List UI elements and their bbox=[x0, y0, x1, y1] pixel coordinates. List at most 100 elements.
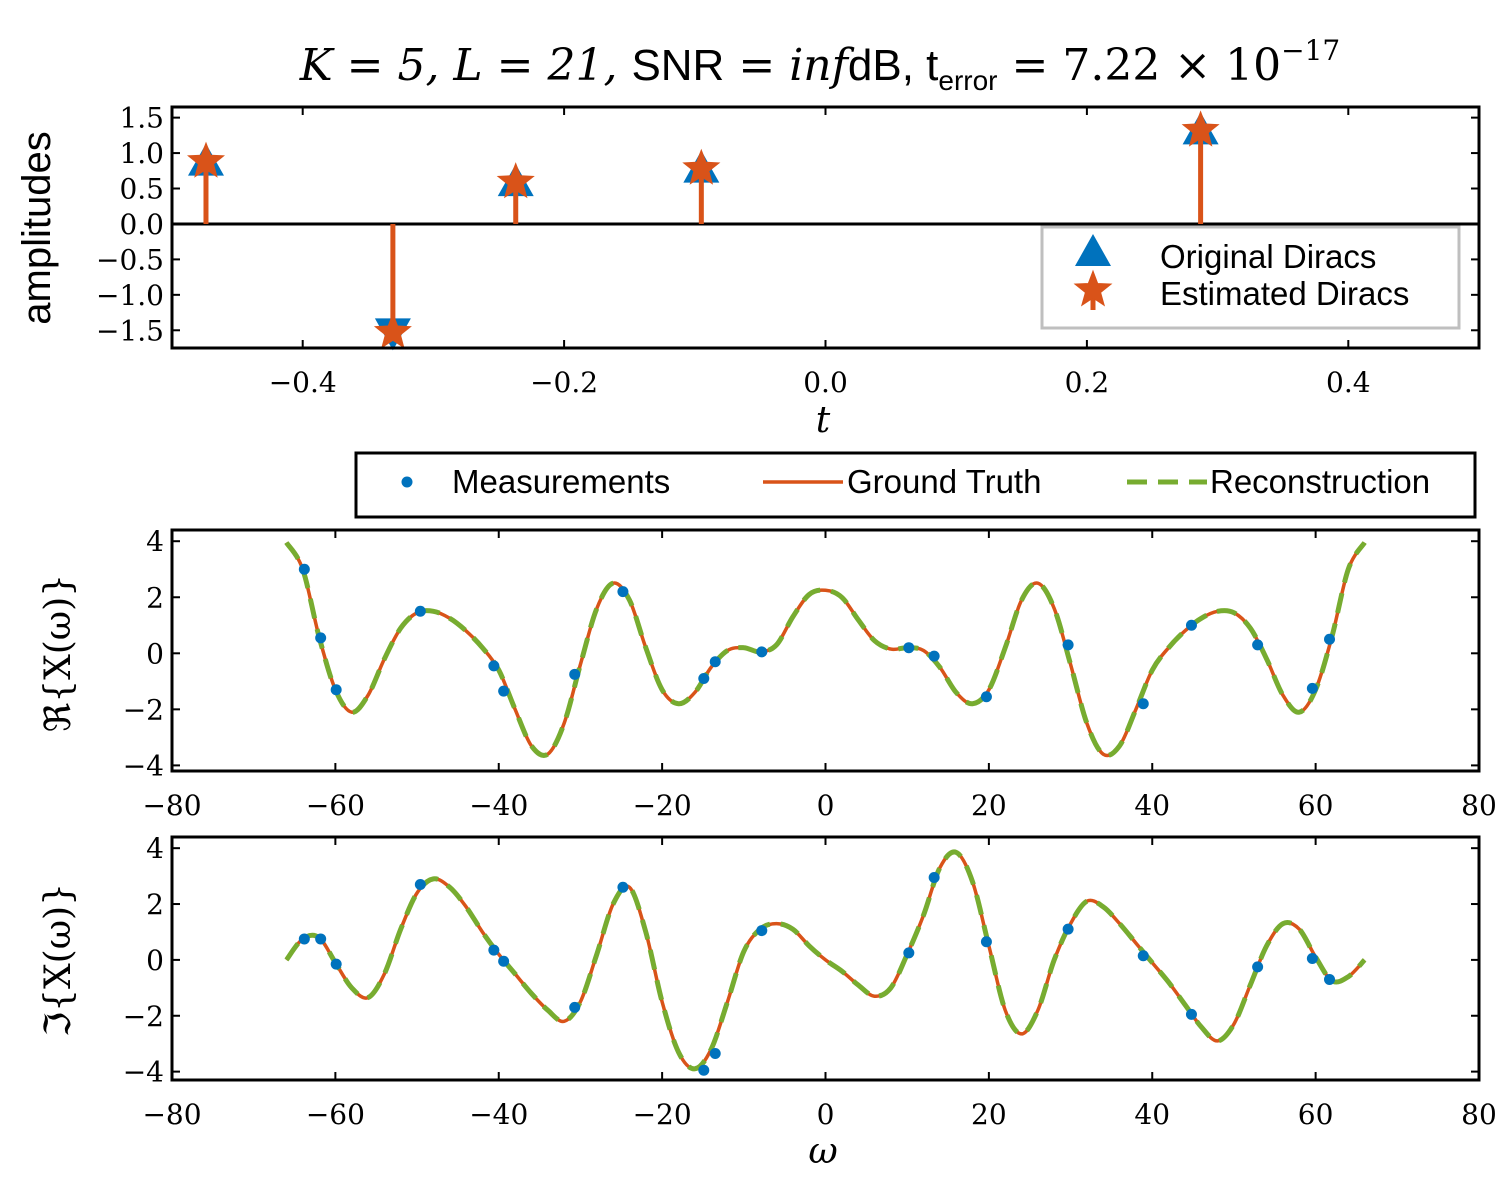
real-measurement-point bbox=[903, 642, 915, 654]
diracs-marks bbox=[172, 110, 1479, 351]
diracs-panel: −0.4 −0.2 0.0 0.2 0.41.51.00.50.0−0.5−1.0−1.… bbox=[15, 102, 1481, 441]
imag-measurement-point bbox=[617, 881, 629, 893]
imag-ytick-label: −4 bbox=[123, 1056, 164, 1089]
real-xtick-label: 40 bbox=[1134, 789, 1170, 822]
imag-measurement-point bbox=[1306, 953, 1318, 964]
diracs-xtick-label: 0.4 bbox=[1326, 366, 1371, 399]
real-measurement-point bbox=[330, 684, 342, 696]
imag-ytick-label: −2 bbox=[123, 1000, 164, 1033]
imag-ytick-label: 2 bbox=[146, 888, 164, 921]
imag-xtick-label: −40 bbox=[469, 1098, 528, 1131]
imag-measurement-point bbox=[298, 933, 310, 945]
legend-estimated-dirac-marker bbox=[1073, 269, 1113, 307]
imag-xtick-label: −80 bbox=[142, 1098, 201, 1131]
real-xtick-label: 20 bbox=[971, 789, 1007, 822]
diracs-ytick-label: −1.0 bbox=[96, 279, 164, 312]
real-axes-frame bbox=[170, 528, 1481, 773]
title-part-value: = 7.22 × 10 bbox=[998, 40, 1282, 91]
real-measurement-point bbox=[315, 632, 327, 644]
imag-measurement-point bbox=[1324, 973, 1336, 985]
real-xtick-label: 80 bbox=[1461, 789, 1497, 822]
diracs-ytick-label: 1.5 bbox=[119, 102, 164, 135]
real-measurement-point bbox=[569, 668, 581, 680]
signal-legend: Measurements Ground Truth Reconstruction bbox=[354, 451, 1477, 519]
imag-measurement-point bbox=[903, 947, 915, 959]
imag-measurement-point bbox=[1185, 1008, 1197, 1020]
diracs-ytick-label: −0.5 bbox=[96, 243, 164, 276]
diracs-xtick-label: −0.2 bbox=[530, 366, 598, 399]
legend-reconstruction-label: Reconstruction bbox=[1210, 463, 1430, 500]
real-marks bbox=[284, 541, 1367, 758]
real-ylabel: ℜ{X(ω)} bbox=[38, 574, 79, 732]
real-measurement-point bbox=[1324, 633, 1336, 645]
diracs-xtick-label: 0.0 bbox=[803, 366, 848, 399]
legend-measurements-label: Measurements bbox=[452, 463, 670, 500]
imag-measurement-point bbox=[488, 944, 500, 956]
imag-measurement-point bbox=[1062, 923, 1074, 935]
real-ground-truth-line bbox=[284, 541, 1367, 758]
diracs-xtick-label: 0.2 bbox=[1065, 366, 1110, 399]
estimated-dirac-marker bbox=[187, 141, 225, 178]
real-ytick-label: 4 bbox=[146, 525, 164, 558]
real-measurement-point bbox=[298, 563, 310, 575]
real-reconstruction-line bbox=[284, 541, 1367, 758]
imag-xtick-label: 20 bbox=[971, 1098, 1007, 1131]
imag-xtick-label: 0 bbox=[817, 1098, 835, 1131]
real-measurement-point bbox=[756, 646, 768, 658]
real-measurement-point bbox=[414, 605, 426, 617]
diracs-legend: Original Diracs Estimated Diracs bbox=[1040, 225, 1461, 330]
imag-measurement-point bbox=[928, 872, 940, 883]
estimated-dirac-marker bbox=[682, 148, 721, 185]
imag-reconstruction-line bbox=[284, 849, 1367, 1072]
real-ytick-label: 0 bbox=[146, 637, 164, 670]
title-part-snr: SNR bbox=[631, 41, 724, 90]
imag-ylabel: ℑ{X(ω)} bbox=[38, 883, 79, 1037]
signal-legend-box bbox=[354, 451, 1477, 519]
imag-measurement-point bbox=[569, 1001, 581, 1013]
real-xtick-label: 60 bbox=[1298, 789, 1334, 822]
title-part-eq: = bbox=[724, 40, 789, 91]
real-xtick-label: −60 bbox=[306, 789, 365, 822]
diracs-ytick-label: 1.0 bbox=[119, 137, 164, 170]
imag-xtick-label: −20 bbox=[633, 1098, 692, 1131]
imag-measurement-point bbox=[709, 1047, 721, 1059]
imag-measurement-point bbox=[698, 1064, 710, 1076]
imag-ytick-label: 4 bbox=[146, 832, 164, 865]
title-part-params: K = 5, L = 21, bbox=[299, 40, 632, 91]
diracs-ytick-label: 0.5 bbox=[119, 173, 164, 206]
diracs-ticks: −0.4 −0.2 0.0 0.2 0.41.51.00.50.0−0.5−1.0−1.… bbox=[96, 102, 1479, 399]
imag-measurement-point bbox=[980, 936, 992, 948]
imag-xtick-label: 60 bbox=[1298, 1098, 1334, 1131]
figure-title: K = 5, L = 21, SNR = infdB, terror = 7.2… bbox=[299, 34, 1341, 96]
real-xtick-label: 0 bbox=[817, 789, 835, 822]
real-measurement-point bbox=[709, 656, 721, 668]
real-measurement-point bbox=[617, 586, 629, 598]
legend-original-dirac-marker bbox=[1075, 234, 1111, 266]
legend-estimated-dirac-label: Estimated Diracs bbox=[1160, 275, 1409, 312]
diracs-ylabel: amplitudes bbox=[15, 131, 59, 324]
title-part-db: dB, t bbox=[848, 41, 939, 90]
real-measurement-point bbox=[1062, 639, 1074, 651]
diracs-legend-box bbox=[1040, 225, 1461, 330]
imag-marks bbox=[284, 849, 1367, 1076]
imag-measurement-point bbox=[498, 955, 510, 967]
imag-xtick-label: −60 bbox=[306, 1098, 365, 1131]
real-measurement-point bbox=[1185, 619, 1197, 631]
real-measurement-point bbox=[1137, 698, 1149, 710]
real-measurement-point bbox=[498, 685, 510, 697]
legend-original-dirac-label: Original Diracs bbox=[1160, 238, 1376, 275]
imag-measurement-point bbox=[756, 925, 768, 937]
imag-measurement-point bbox=[1252, 961, 1264, 973]
imag-measurement-point bbox=[315, 933, 327, 945]
legend-ground-truth-label: Ground Truth bbox=[847, 463, 1041, 500]
real-measurement-point bbox=[1252, 639, 1264, 651]
real-measurement-point bbox=[1306, 682, 1318, 694]
real-xtick-label: −80 bbox=[142, 789, 201, 822]
imag-ytick-label: 0 bbox=[146, 944, 164, 977]
real-ytick-label: −2 bbox=[123, 693, 164, 726]
estimated-dirac-marker bbox=[496, 162, 535, 199]
